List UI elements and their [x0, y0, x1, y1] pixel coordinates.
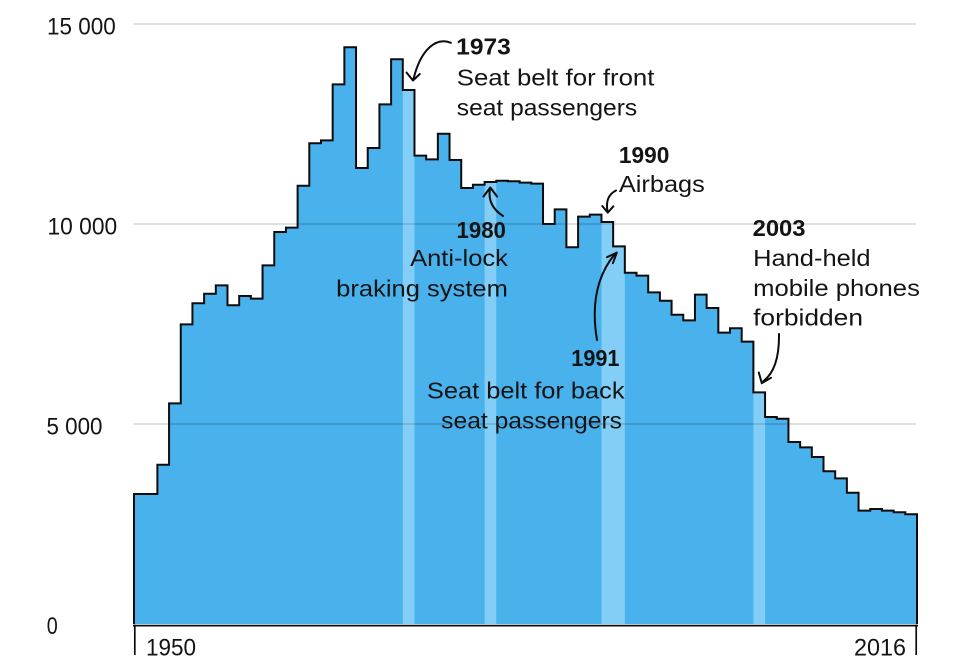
svg-text:seat passengers: seat passengers: [457, 95, 637, 121]
svg-text:1973: 1973: [456, 34, 511, 60]
svg-text:forbidden: forbidden: [753, 305, 863, 331]
svg-text:15 000: 15 000: [47, 13, 116, 40]
svg-text:2016: 2016: [854, 635, 906, 662]
svg-text:Airbags: Airbags: [619, 171, 705, 197]
svg-text:mobile phones: mobile phones: [753, 275, 920, 301]
svg-text:1991: 1991: [571, 345, 619, 371]
svg-text:Seat belt for back: Seat belt for back: [427, 378, 625, 404]
svg-text:Anti-lock: Anti-lock: [410, 245, 508, 271]
svg-text:braking system: braking system: [336, 275, 508, 301]
svg-text:Seat belt for front: Seat belt for front: [457, 64, 655, 90]
svg-text:0: 0: [47, 613, 58, 640]
svg-text:1990: 1990: [619, 142, 669, 168]
svg-text:1980: 1980: [457, 217, 506, 243]
svg-text:seat passengers: seat passengers: [441, 407, 622, 433]
svg-text:10 000: 10 000: [48, 213, 118, 240]
svg-text:5 000: 5 000: [47, 413, 103, 440]
svg-text:Hand-held: Hand-held: [753, 245, 871, 271]
svg-text:2003: 2003: [753, 215, 806, 241]
svg-text:1950: 1950: [146, 635, 196, 662]
